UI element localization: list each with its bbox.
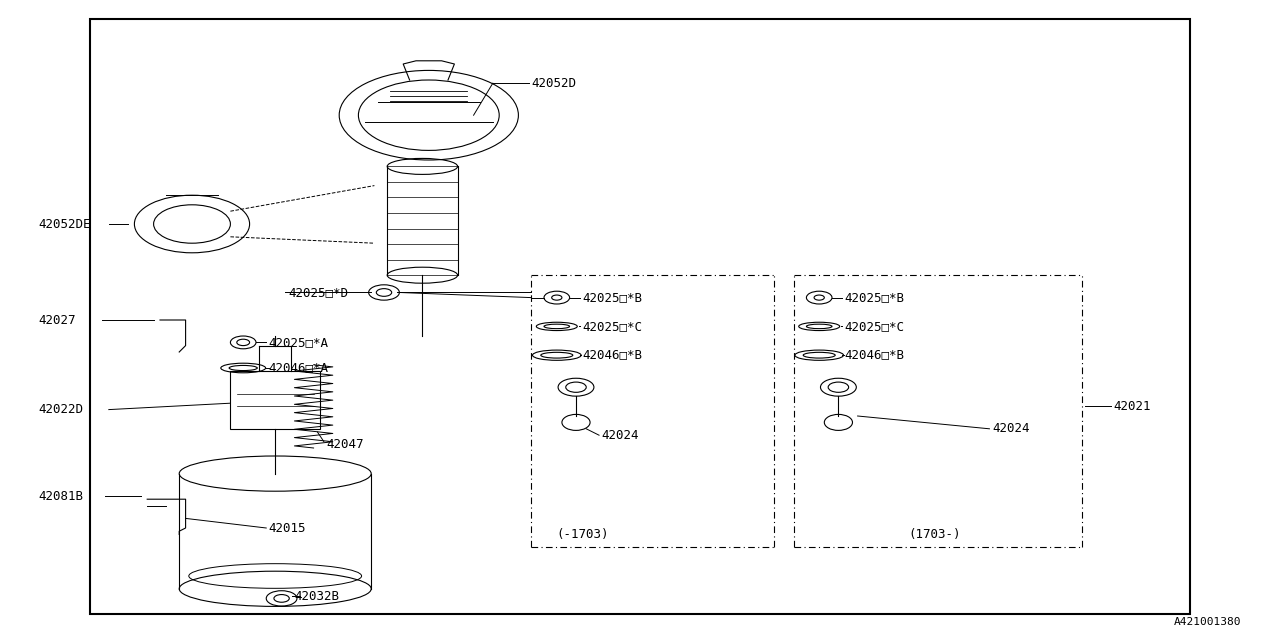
Bar xyxy=(230,371,320,429)
Text: A421001380: A421001380 xyxy=(1174,617,1242,627)
Text: (1703-): (1703-) xyxy=(908,528,961,541)
Text: 42015: 42015 xyxy=(269,522,306,534)
Text: 42025□*C: 42025□*C xyxy=(845,320,905,333)
Text: 42025□*B: 42025□*B xyxy=(582,291,643,304)
Text: 42032B: 42032B xyxy=(294,590,339,603)
Text: 42047: 42047 xyxy=(326,438,364,451)
Text: 42046□*B: 42046□*B xyxy=(582,349,643,362)
Text: 42046□*A: 42046□*A xyxy=(269,362,329,374)
Text: (-1703): (-1703) xyxy=(556,528,609,541)
Text: 42052D: 42052D xyxy=(531,77,576,90)
Text: 42052DE: 42052DE xyxy=(38,218,91,230)
Text: 42025□*C: 42025□*C xyxy=(582,320,643,333)
Text: 42024: 42024 xyxy=(992,422,1029,435)
Text: 42025□*D: 42025□*D xyxy=(288,286,348,299)
Text: 42021: 42021 xyxy=(1114,400,1151,413)
Text: 42027: 42027 xyxy=(38,314,76,326)
Text: 42025□*A: 42025□*A xyxy=(269,336,329,349)
Text: 42024: 42024 xyxy=(602,429,639,442)
Text: 42025□*B: 42025□*B xyxy=(845,291,905,304)
Text: 42046□*B: 42046□*B xyxy=(845,349,905,362)
Text: 42081B: 42081B xyxy=(38,490,83,502)
Bar xyxy=(90,19,1190,614)
Text: 42022D: 42022D xyxy=(38,403,83,416)
